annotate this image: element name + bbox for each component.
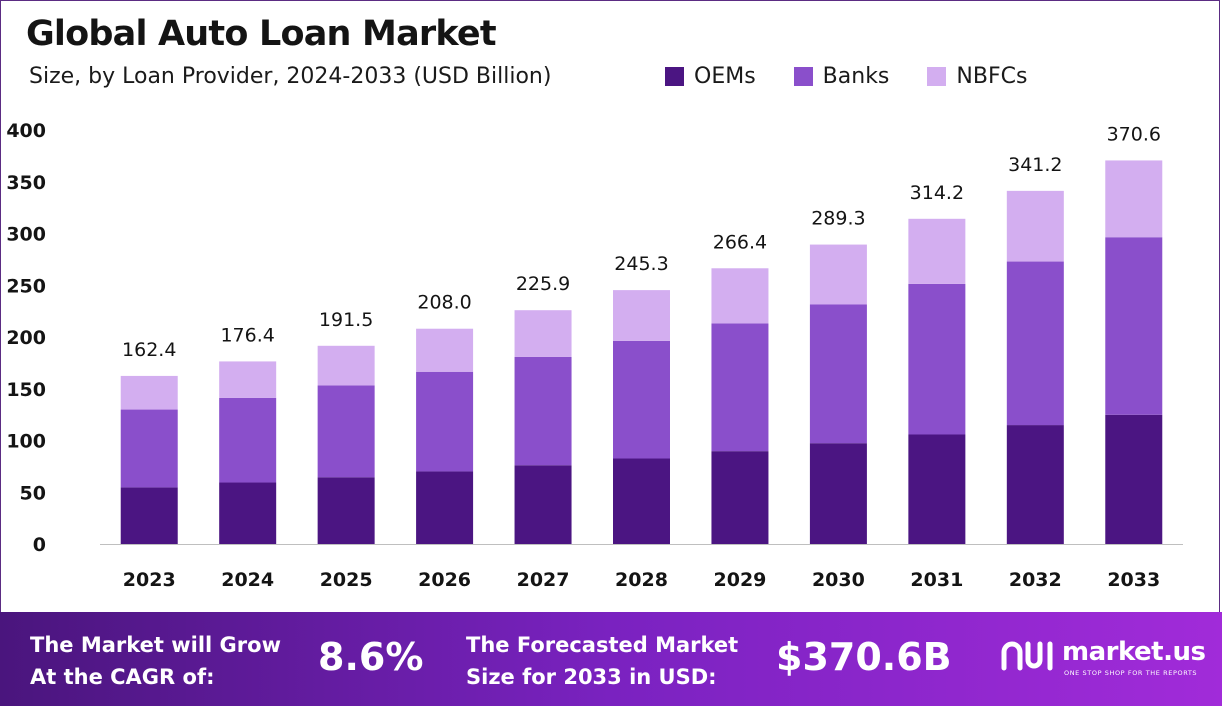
total-data-label: 370.6 xyxy=(1107,123,1161,145)
legend-item-banks: Banks xyxy=(793,64,890,89)
bar-segment-banks xyxy=(120,409,178,488)
chart-subtitle: Size, by Loan Provider, 2024-2033 (USD B… xyxy=(29,64,552,89)
bar-segment-banks xyxy=(219,397,277,483)
cagr-label-line1: The Market will Grow xyxy=(30,633,281,657)
bar-segment-nbfcs xyxy=(1105,160,1163,238)
bar-segment-banks xyxy=(1105,237,1163,415)
total-data-label: 191.5 xyxy=(319,309,373,331)
legend-item-nbfcs: NBFCs xyxy=(927,64,1027,89)
bar-segment-banks xyxy=(1006,261,1064,426)
bar-segment-nbfcs xyxy=(809,244,867,305)
bar-segment-oems xyxy=(1105,414,1163,544)
cagr-value: 8.6% xyxy=(318,635,424,679)
bar-segment-oems xyxy=(416,471,474,544)
bar-segment-oems xyxy=(120,487,178,544)
x-tick-label: 2028 xyxy=(615,569,668,591)
stacked-bar-chart: 0 50 100 150 200 250 300 350 400 162.4 2023 176.4 20… xyxy=(6,120,1183,591)
total-data-label: 289.3 xyxy=(811,208,865,230)
bar-segment-nbfcs xyxy=(219,361,277,398)
y-tick-label: 250 xyxy=(6,275,46,297)
total-data-label: 266.4 xyxy=(713,231,767,253)
legend-label-oems: OEMs xyxy=(694,64,756,89)
y-tick-label: 50 xyxy=(20,482,46,504)
x-tick-label: 2027 xyxy=(517,569,570,591)
x-tick-label: 2029 xyxy=(714,569,767,591)
total-data-label: 208.0 xyxy=(417,292,471,314)
y-tick-label: 0 xyxy=(33,534,46,556)
bar-segment-banks xyxy=(613,340,670,459)
legend-label-banks: Banks xyxy=(822,64,890,89)
bar-segment-nbfcs xyxy=(120,375,178,410)
x-tick-label: 2025 xyxy=(320,569,373,591)
y-tick-label: 100 xyxy=(6,431,46,453)
bar-segment-oems xyxy=(809,443,867,544)
legend: OEMs Banks NBFCs xyxy=(665,64,1027,89)
forecast-value: $370.6B xyxy=(776,635,952,679)
y-tick-label: 400 xyxy=(6,120,46,142)
legend-label-nbfcs: NBFCs xyxy=(956,64,1028,89)
market-us-logo-tagline: ONE STOP SHOP FOR THE REPORTS xyxy=(1064,669,1198,677)
bar-segment-nbfcs xyxy=(908,218,966,284)
bar-segment-nbfcs xyxy=(711,268,769,324)
y-tick-label: 300 xyxy=(6,224,46,246)
bar-segment-banks xyxy=(809,304,867,444)
market-us-logo-text: market.us xyxy=(1062,637,1206,667)
y-tick-label: 350 xyxy=(6,172,46,194)
bar-segment-oems xyxy=(711,451,769,544)
bar-segment-oems xyxy=(317,477,375,544)
y-tick-label: 200 xyxy=(6,327,46,349)
legend-item-oems: OEMs xyxy=(665,64,756,89)
forecast-label: The Forecasted Market Size for 2033 in U… xyxy=(466,629,738,693)
bar-segment-nbfcs xyxy=(317,345,375,386)
total-data-label: 225.9 xyxy=(516,273,570,295)
bar-segment-banks xyxy=(416,371,474,472)
bar-segment-banks xyxy=(908,283,966,435)
cagr-label: The Market will Grow At the CAGR of: xyxy=(30,629,281,693)
forecast-label-line2: Size for 2033 in USD: xyxy=(466,665,717,689)
x-tick-label: 2026 xyxy=(418,569,471,591)
cagr-label-line2: At the CAGR of: xyxy=(30,665,215,689)
market-us-logo-icon xyxy=(1001,641,1053,671)
x-tick-label: 2031 xyxy=(910,569,963,591)
bar-segment-nbfcs xyxy=(1006,190,1064,262)
total-data-label: 245.3 xyxy=(614,253,668,275)
total-data-label: 176.4 xyxy=(220,324,274,346)
legend-swatch-banks xyxy=(793,67,813,86)
bar-segment-oems xyxy=(613,458,670,544)
bar-segment-banks xyxy=(317,385,375,478)
bar-segment-nbfcs xyxy=(514,310,572,357)
legend-swatch-nbfcs xyxy=(927,67,947,86)
total-data-label: 162.4 xyxy=(122,339,176,361)
bar-segment-oems xyxy=(908,434,966,544)
bar-segment-oems xyxy=(219,482,277,544)
x-tick-label: 2030 xyxy=(812,569,865,591)
x-tick-label: 2033 xyxy=(1107,569,1160,591)
bar-segment-banks xyxy=(711,323,769,452)
bar-segment-nbfcs xyxy=(613,290,670,341)
x-tick-label: 2024 xyxy=(221,569,274,591)
total-data-label: 314.2 xyxy=(910,182,964,204)
bar-segment-banks xyxy=(514,356,572,466)
x-tick-label: 2023 xyxy=(123,569,176,591)
bar-segment-oems xyxy=(514,465,572,544)
chart-title: Global Auto Loan Market xyxy=(26,14,497,54)
bar-segment-oems xyxy=(1006,425,1064,544)
forecast-label-line1: The Forecasted Market xyxy=(466,633,739,657)
x-tick-label: 2032 xyxy=(1009,569,1062,591)
y-tick-label: 150 xyxy=(6,379,46,401)
legend-swatch-oems xyxy=(665,67,684,86)
bar-segment-nbfcs xyxy=(416,328,474,372)
total-data-label: 341.2 xyxy=(1008,154,1062,176)
